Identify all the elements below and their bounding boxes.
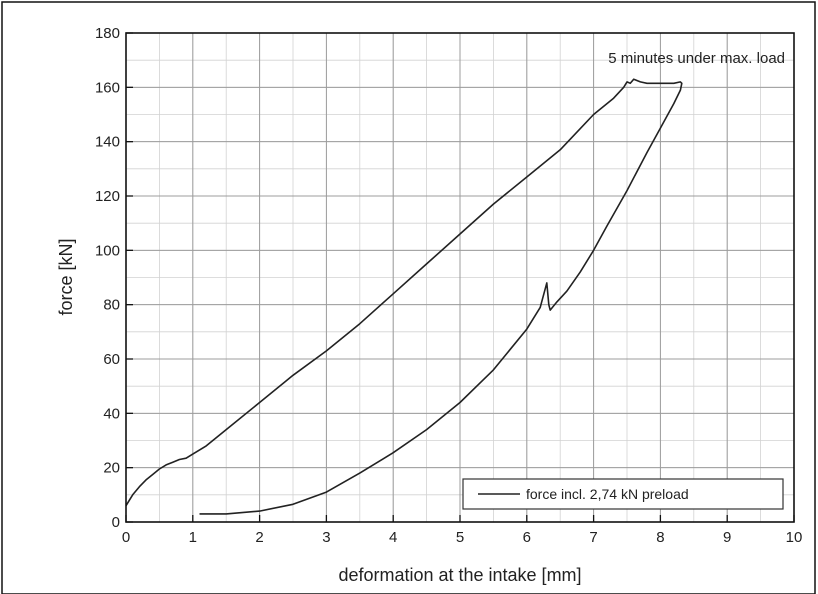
y-tick-label: 20 xyxy=(103,460,120,477)
x-tick-label: 2 xyxy=(255,529,263,546)
y-tick-label: 120 xyxy=(95,188,120,205)
y-tick-label: 180 xyxy=(95,25,120,42)
x-tick-label: 4 xyxy=(389,529,397,546)
legend-label: force incl. 2,74 kN preload xyxy=(526,486,689,502)
y-tick-label: 160 xyxy=(95,79,120,96)
x-tick-labels: 0 1 2 3 4 5 6 7 8 9 10 xyxy=(122,529,803,546)
legend: force incl. 2,74 kN preload xyxy=(462,478,784,510)
annotation-label: 5 minutes under max. load xyxy=(608,50,785,67)
y-tick-label: 60 xyxy=(103,351,120,368)
x-tick-label: 8 xyxy=(656,529,664,546)
x-tick-label: 3 xyxy=(322,529,330,546)
axis-ticks xyxy=(125,32,795,523)
x-tick-label: 10 xyxy=(786,529,803,546)
x-tick-label: 9 xyxy=(723,529,731,546)
x-tick-label: 6 xyxy=(523,529,531,546)
series-layer xyxy=(125,78,683,515)
y-tick-label: 0 xyxy=(112,514,120,531)
x-axis-label: deformation at the intake [mm] xyxy=(338,565,581,585)
y-axis-label: force [kN] xyxy=(56,238,76,315)
x-tick-label: 1 xyxy=(189,529,197,546)
x-tick-label: 7 xyxy=(589,529,597,546)
x-tick-label: 5 xyxy=(456,529,464,546)
y-tick-label: 100 xyxy=(95,242,120,259)
y-tick-label: 80 xyxy=(103,297,120,314)
y-tick-labels: 0 20 40 60 80 100 120 140 160 180 xyxy=(95,25,120,531)
series-line xyxy=(125,78,683,515)
y-tick-label: 140 xyxy=(95,134,120,151)
x-tick-label: 0 xyxy=(122,529,130,546)
y-tick-label: 40 xyxy=(103,405,120,422)
